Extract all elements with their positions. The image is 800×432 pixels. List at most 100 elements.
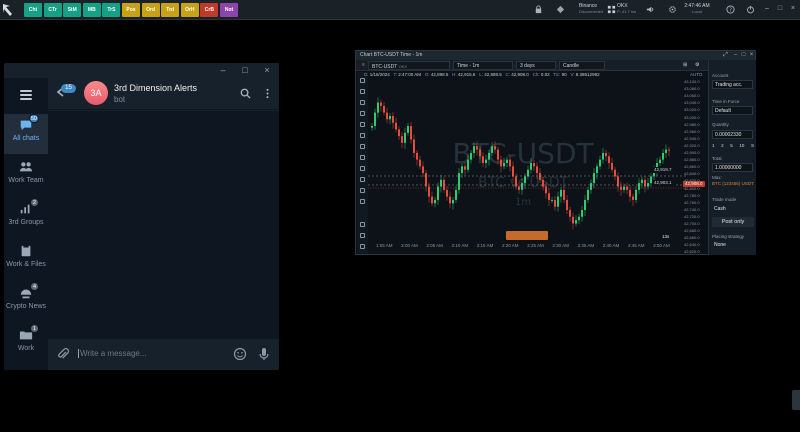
- folder-all-chats[interactable]: 50 All chats: [4, 114, 48, 154]
- chart-settings-button[interactable]: ⚙: [695, 62, 700, 68]
- tif-select[interactable]: Default: [712, 106, 753, 115]
- candle: [434, 199, 436, 204]
- app-button-cht[interactable]: Cht: [24, 3, 42, 17]
- more-vertical-icon[interactable]: [262, 88, 273, 99]
- app-button-crb[interactable]: CrB: [200, 3, 219, 17]
- qty-preset[interactable]: 1: [712, 143, 715, 148]
- chart-window-title: Chart BTC-USDT Time - 1m: [360, 52, 423, 58]
- okx-status[interactable]: OKX P: 41.7 ms: [617, 3, 637, 14]
- add-indicator-button[interactable]: ⊞: [683, 62, 688, 68]
- hline-tool[interactable]: [360, 122, 365, 127]
- chart-minimize-button[interactable]: –: [733, 52, 738, 58]
- magnet-tool[interactable]: [360, 188, 365, 193]
- candle: [389, 115, 391, 120]
- qty-preset[interactable]: S: [750, 143, 754, 148]
- folder-work-team[interactable]: Work Team: [4, 156, 48, 196]
- range-select[interactable]: 3 days: [516, 61, 556, 70]
- price-marker-1[interactable]: 42,919.7: [652, 167, 674, 173]
- qty-preset[interactable]: 10: [739, 143, 745, 148]
- text-tool[interactable]: [360, 155, 365, 160]
- message-area[interactable]: [48, 111, 279, 339]
- app-button-trs[interactable]: TrS: [102, 3, 121, 17]
- candle: [488, 152, 490, 160]
- settings-gear-icon[interactable]: [668, 5, 677, 14]
- qty-preset[interactable]: 2: [721, 143, 724, 148]
- measure-tool[interactable]: [360, 166, 365, 171]
- chart-menu-icon[interactable]: ≡: [362, 62, 365, 68]
- account-select[interactable]: Trading acc.: [712, 80, 753, 89]
- placing-select[interactable]: None: [714, 242, 726, 248]
- trash-tool[interactable]: [360, 233, 365, 238]
- chart-bottom-toolbar[interactable]: [506, 231, 548, 240]
- tg-close-button[interactable]: ×: [264, 65, 270, 75]
- app-button-not[interactable]: Not: [220, 3, 238, 17]
- layers-tool[interactable]: [360, 244, 365, 249]
- emoji-icon[interactable]: [233, 347, 247, 361]
- quantity-input[interactable]: 0.00002330: [712, 130, 753, 139]
- chart-restore-button[interactable]: ⤢: [723, 52, 728, 58]
- folder-crypto-news[interactable]: 4 Crypto News: [4, 282, 48, 322]
- fib-tool[interactable]: [360, 144, 365, 149]
- cursor-tool[interactable]: [360, 78, 365, 83]
- avatar[interactable]: 3A: [84, 81, 108, 105]
- line-tool[interactable]: [360, 100, 365, 105]
- trade-mode-select[interactable]: Cash: [714, 206, 726, 212]
- message-input[interactable]: Write a message...: [78, 349, 147, 358]
- topbar-maximize-button[interactable]: □: [777, 5, 783, 12]
- app-button-ord[interactable]: Ord: [141, 3, 160, 17]
- crosshair-tool[interactable]: [360, 89, 365, 94]
- rect-tool[interactable]: [360, 133, 365, 138]
- side-panel-tab[interactable]: [792, 390, 800, 410]
- pen-tool[interactable]: [360, 177, 365, 182]
- speaker-icon[interactable]: [646, 5, 655, 14]
- menu-icon[interactable]: [20, 90, 32, 100]
- tg-minimize-button[interactable]: –: [220, 65, 226, 75]
- chart-maximize-button[interactable]: □: [741, 52, 746, 58]
- app-button-pos[interactable]: Pos: [122, 3, 140, 17]
- attach-icon[interactable]: [56, 347, 70, 361]
- chart-close-button[interactable]: ×: [749, 52, 754, 58]
- search-icon[interactable]: [240, 88, 251, 99]
- symbol-select[interactable]: BTC-USDT OKX: [368, 61, 450, 70]
- candlestick-chart[interactable]: BTC-USDT BTC vs USDT 1m: [368, 79, 688, 247]
- composer: Write a message...: [48, 339, 279, 370]
- chart-window: Chart BTC-USDT Time - 1m ⤢ – □ × ≡ BTC-U…: [355, 50, 756, 255]
- binance-status[interactable]: Binance Disconnected: [579, 3, 604, 14]
- folder-work-files[interactable]: Work & Files: [4, 240, 48, 280]
- app-button-mb[interactable]: MB: [82, 3, 101, 17]
- eye-tool[interactable]: [360, 222, 365, 227]
- undo-tool[interactable]: [360, 199, 365, 204]
- app-button-ctr[interactable]: CTr: [43, 3, 62, 17]
- app-button-trd[interactable]: Trd: [161, 3, 180, 17]
- folder-3rd-groups[interactable]: 2 3rd Groups: [4, 198, 48, 238]
- candle: [479, 149, 481, 157]
- max-link[interactable]: BTC (123456) USDT: [712, 181, 754, 186]
- telegram-titlebar[interactable]: – □ ×: [4, 63, 279, 78]
- back-button[interactable]: 15: [56, 84, 76, 98]
- total-input[interactable]: 1.00000000: [712, 163, 753, 172]
- app-button-orh[interactable]: OrH: [180, 3, 199, 17]
- topbar-minimize-button[interactable]: –: [765, 5, 769, 12]
- microphone-icon[interactable]: [257, 347, 271, 361]
- topbar-close-button[interactable]: ×: [790, 5, 796, 12]
- post-only-button[interactable]: Post only: [712, 217, 754, 227]
- power-icon[interactable]: [746, 5, 755, 14]
- folder-badge: 4: [30, 282, 39, 291]
- ray-tool[interactable]: [360, 111, 365, 116]
- time-axis[interactable]: 1:55 AM 2:00 AM 2:05 AM 2:10 AM 2:15 AM 2:20 …: [368, 243, 683, 251]
- chat-title[interactable]: 3rd Dimension Alerts: [114, 83, 198, 93]
- price-tick: 42,840.0: [684, 171, 700, 177]
- chart-style-select[interactable]: Candle: [559, 61, 605, 70]
- auto-scale-toggle[interactable]: AUTO: [690, 72, 703, 77]
- qty-preset[interactable]: 5: [730, 143, 733, 148]
- price-marker-2[interactable]: 42,903.1: [652, 180, 674, 186]
- app-logo-icon[interactable]: [1, 2, 17, 18]
- timeframe-select[interactable]: Time - 1m: [453, 61, 513, 70]
- chart-window-titlebar[interactable]: Chart BTC-USDT Time - 1m ⤢ – □ ×: [356, 51, 755, 60]
- price-axis[interactable]: 43,100.0 43,080.0 43,060.0 43,040.0 43,020.0…: [683, 73, 706, 254]
- lock-icon[interactable]: [534, 5, 543, 14]
- tg-maximize-button[interactable]: □: [242, 65, 248, 75]
- help-icon[interactable]: ?: [726, 5, 735, 14]
- app-button-stm[interactable]: StM: [63, 3, 82, 17]
- folder-work[interactable]: 1 Work: [4, 324, 48, 364]
